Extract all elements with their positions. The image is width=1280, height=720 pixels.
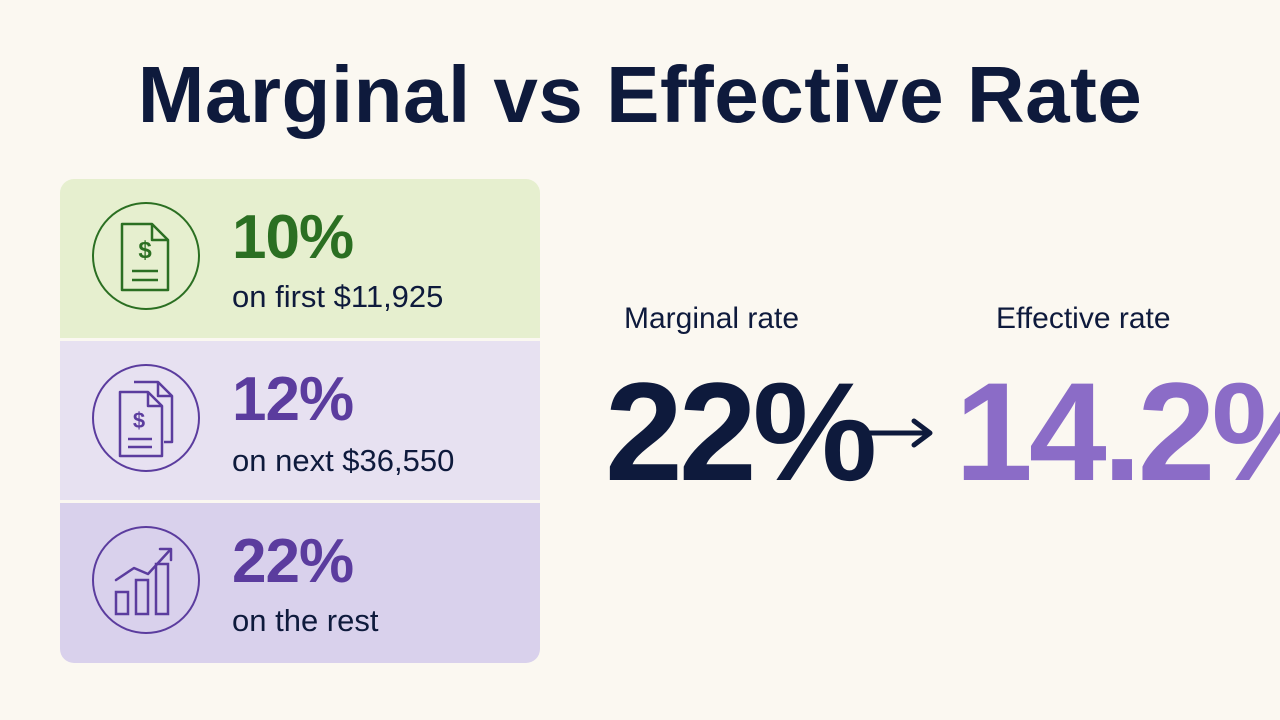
svg-text:$: $ <box>138 237 152 264</box>
stacked-dollar-documents-icon: $ <box>90 362 202 474</box>
right-arrow-icon <box>864 415 936 451</box>
marginal-rate-label: Marginal rate <box>624 302 800 335</box>
page-title: Marginal vs Effective Rate <box>137 50 1143 139</box>
bracket-12-percent: $ 12% on next $36,550 <box>60 341 540 500</box>
rising-bar-chart-icon <box>90 524 202 636</box>
bracket-rate: 22% <box>232 527 354 596</box>
bracket-description: on first $11,925 <box>232 279 444 314</box>
bracket-rate: 12% <box>232 365 354 434</box>
dollar-document-icon: $ <box>90 200 202 312</box>
bracket-22-percent: 22% on the rest <box>60 503 540 663</box>
bracket-description: on the rest <box>232 603 379 638</box>
svg-text:$: $ <box>133 408 145 433</box>
effective-rate-value: 14.2% <box>955 353 1280 510</box>
bracket-description: on next $36,550 <box>232 443 455 478</box>
marginal-rate-value: 22% <box>605 353 877 510</box>
effective-rate-label: Effective rate <box>996 302 1171 335</box>
tax-brackets-panel: $ 10% on first $11,925 $ 12% on next $36… <box>60 179 540 663</box>
bracket-rate: 10% <box>232 203 354 272</box>
bracket-10-percent: $ 10% on first $11,925 <box>60 179 540 338</box>
